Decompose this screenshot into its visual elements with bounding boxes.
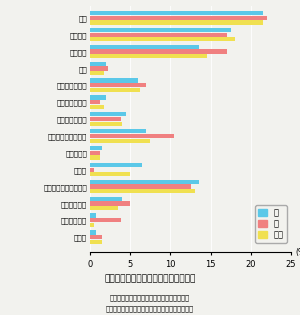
Bar — [90, 240, 102, 244]
Bar — [90, 214, 96, 218]
Bar — [90, 134, 174, 138]
Bar — [90, 201, 130, 205]
Bar — [90, 37, 235, 42]
Bar — [90, 66, 108, 71]
Bar — [90, 218, 121, 222]
Bar — [90, 112, 126, 117]
Bar — [90, 146, 102, 150]
Bar — [90, 61, 106, 66]
Bar — [90, 100, 100, 104]
Bar — [90, 180, 199, 184]
Bar — [90, 197, 122, 201]
Bar — [90, 105, 104, 109]
Bar — [90, 184, 190, 189]
Bar — [90, 155, 100, 160]
Text: 図１　中学校の原因別の傷害発生割合: 図１ 中学校の原因別の傷害発生割合 — [104, 274, 196, 283]
Bar — [90, 49, 227, 54]
Text: 学校管理下における歯・口のけが防止必携より）: 学校管理下における歯・口のけが防止必携より） — [106, 306, 194, 312]
Bar — [90, 151, 100, 155]
Bar — [90, 28, 231, 32]
Bar — [90, 88, 140, 92]
Text: (%): (%) — [295, 248, 300, 257]
Bar — [90, 122, 122, 126]
Bar — [90, 83, 146, 87]
Bar — [90, 20, 263, 25]
Bar — [90, 223, 94, 227]
Bar — [90, 54, 207, 58]
Bar — [90, 11, 263, 15]
Bar — [90, 168, 94, 172]
Bar — [90, 163, 142, 167]
Legend: 男, 女, 全体: 男, 女, 全体 — [255, 205, 287, 243]
Bar — [90, 32, 227, 37]
Bar — [90, 230, 96, 235]
Bar — [90, 139, 150, 143]
Bar — [90, 71, 104, 75]
Bar — [90, 117, 121, 121]
Bar — [90, 206, 118, 210]
Bar — [90, 189, 194, 193]
Bar — [90, 16, 267, 20]
Bar — [90, 45, 199, 49]
Bar — [90, 78, 138, 83]
Bar — [90, 95, 106, 100]
Bar — [90, 172, 130, 176]
Text: （独立行政法人日本スポーツ振興センター／: （独立行政法人日本スポーツ振興センター／ — [110, 295, 190, 301]
Bar — [90, 235, 102, 239]
Bar — [90, 129, 146, 133]
